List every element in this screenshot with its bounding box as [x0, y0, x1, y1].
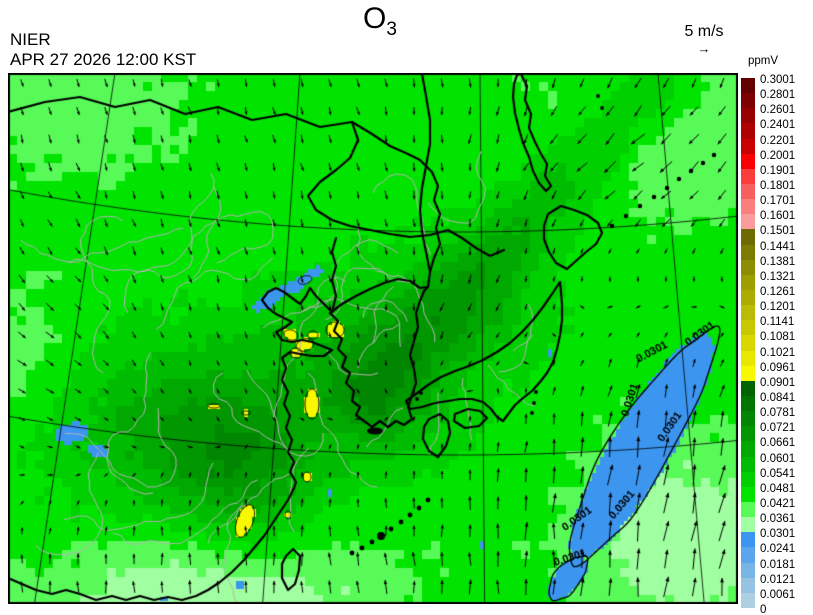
- colorbar-cell: [741, 123, 755, 139]
- page-title: O3: [0, 2, 760, 41]
- colorbar-tick-label: 0.0781: [760, 407, 796, 420]
- species-symbol: O: [363, 2, 387, 35]
- colorbar-tick-label: 0.0481: [760, 482, 796, 495]
- wind-reference-label: 5 m/s: [684, 23, 724, 40]
- colorbar-cell: [741, 183, 755, 200]
- colorbar-tick-label: 0.1901: [760, 164, 796, 177]
- colorbar-tick-label: 0.0721: [760, 422, 796, 435]
- colorbar-cell: [741, 320, 755, 336]
- colorbar-tick-label: 0.0961: [760, 361, 796, 374]
- colorbar-tick-label: 0.1501: [760, 225, 796, 238]
- colorbar-tick-label: 0.3001: [760, 74, 796, 86]
- colorbar-tick-label: 0.2801: [760, 89, 796, 102]
- colorbar-cell: [741, 108, 755, 124]
- colorbar-cell: [741, 153, 755, 169]
- colorbar-tick-label: 0.1321: [760, 270, 796, 283]
- colorbar-tick-label: 0.0301: [760, 528, 796, 541]
- colorbar-cell: [741, 93, 755, 109]
- map-canvas: [8, 73, 738, 604]
- colorbar-tick-label: 0.2001: [760, 149, 796, 162]
- colorbar-tick-label: 0.0241: [760, 543, 796, 556]
- colorbar-tick-label: 0.1021: [760, 346, 796, 359]
- colorbar-tick-label: 0.0541: [760, 467, 796, 480]
- agency-label: NIER: [10, 30, 51, 49]
- wind-reference-arrow-icon: →: [697, 41, 711, 56]
- colorbar-tick-label: 0.0901: [760, 376, 796, 389]
- colorbar-tick-label: 0.1701: [760, 195, 796, 208]
- colorbar-cell: [741, 274, 755, 290]
- colorbar-cell: [741, 138, 755, 154]
- colorbar-tick-label: 0.0061: [760, 588, 796, 601]
- colorbar-cell: [741, 426, 755, 442]
- species-subscript: 3: [386, 19, 397, 40]
- colorbar-tick-label: 0.0421: [760, 498, 796, 510]
- colorbar: [741, 78, 755, 608]
- colorbar-cell: [741, 562, 755, 578]
- colorbar-cell: [741, 547, 755, 563]
- colorbar-cell: [741, 259, 755, 275]
- colorbar-tick-label: 0.2401: [760, 119, 796, 132]
- colorbar-cell: [741, 592, 755, 608]
- colorbar-cell: [741, 214, 755, 230]
- colorbar-tick-label: 0.1441: [760, 240, 796, 253]
- colorbar-tick-label: 0.0121: [760, 573, 796, 586]
- colorbar-tick-label: 0.1801: [760, 180, 796, 192]
- colorbar-tick-label: 0.0841: [760, 392, 796, 404]
- colorbar-tick-label: 0.0361: [760, 513, 796, 526]
- colorbar-cell: [741, 365, 755, 381]
- colorbar-cell: [741, 501, 755, 518]
- colorbar-tick-label: 0.1081: [760, 331, 796, 344]
- colorbar-tick-label: 0.1601: [760, 210, 796, 223]
- colorbar-tick-label: 0.0601: [760, 452, 796, 465]
- colorbar-tick-label: 0.2201: [760, 134, 796, 147]
- colorbar-cell: [741, 168, 755, 184]
- colorbar-cell: [741, 380, 755, 396]
- colorbar-cell: [741, 244, 755, 260]
- colorbar-tick-label: 0.1381: [760, 255, 796, 268]
- datetime-label: APR 27 2026 12:00 KST: [10, 50, 197, 69]
- colorbar-cell: [741, 335, 755, 351]
- colorbar-cell: [741, 305, 755, 321]
- colorbar-cell: [741, 78, 755, 94]
- colorbar-cell: [741, 289, 755, 306]
- colorbar-tick-label: 0: [760, 604, 767, 615]
- colorbar-cell: [741, 486, 755, 502]
- colorbar-tick-label: 0.1261: [760, 286, 796, 298]
- colorbar-cell: [741, 411, 755, 427]
- colorbar-cell: [741, 456, 755, 472]
- colorbar-cell: [741, 229, 755, 245]
- colorbar-cell: [741, 395, 755, 412]
- colorbar-tick-label: 0.2601: [760, 104, 796, 117]
- colorbar-cell: [741, 577, 755, 593]
- colorbar-cell: [741, 350, 755, 366]
- colorbar-tick-label: 0.1141: [760, 316, 795, 329]
- colorbar-cell: [741, 441, 755, 457]
- colorbar-cell: [741, 199, 755, 215]
- colorbar-tick-label: 0.0661: [760, 437, 796, 450]
- colorbar-cell: [741, 517, 755, 533]
- colorbar-tick-label: 0.1201: [760, 301, 796, 314]
- colorbar-cell: [741, 532, 755, 548]
- colorbar-tick-label: 0.0181: [760, 558, 796, 571]
- unit-label: ppmV: [748, 55, 779, 67]
- colorbar-cell: [741, 471, 755, 487]
